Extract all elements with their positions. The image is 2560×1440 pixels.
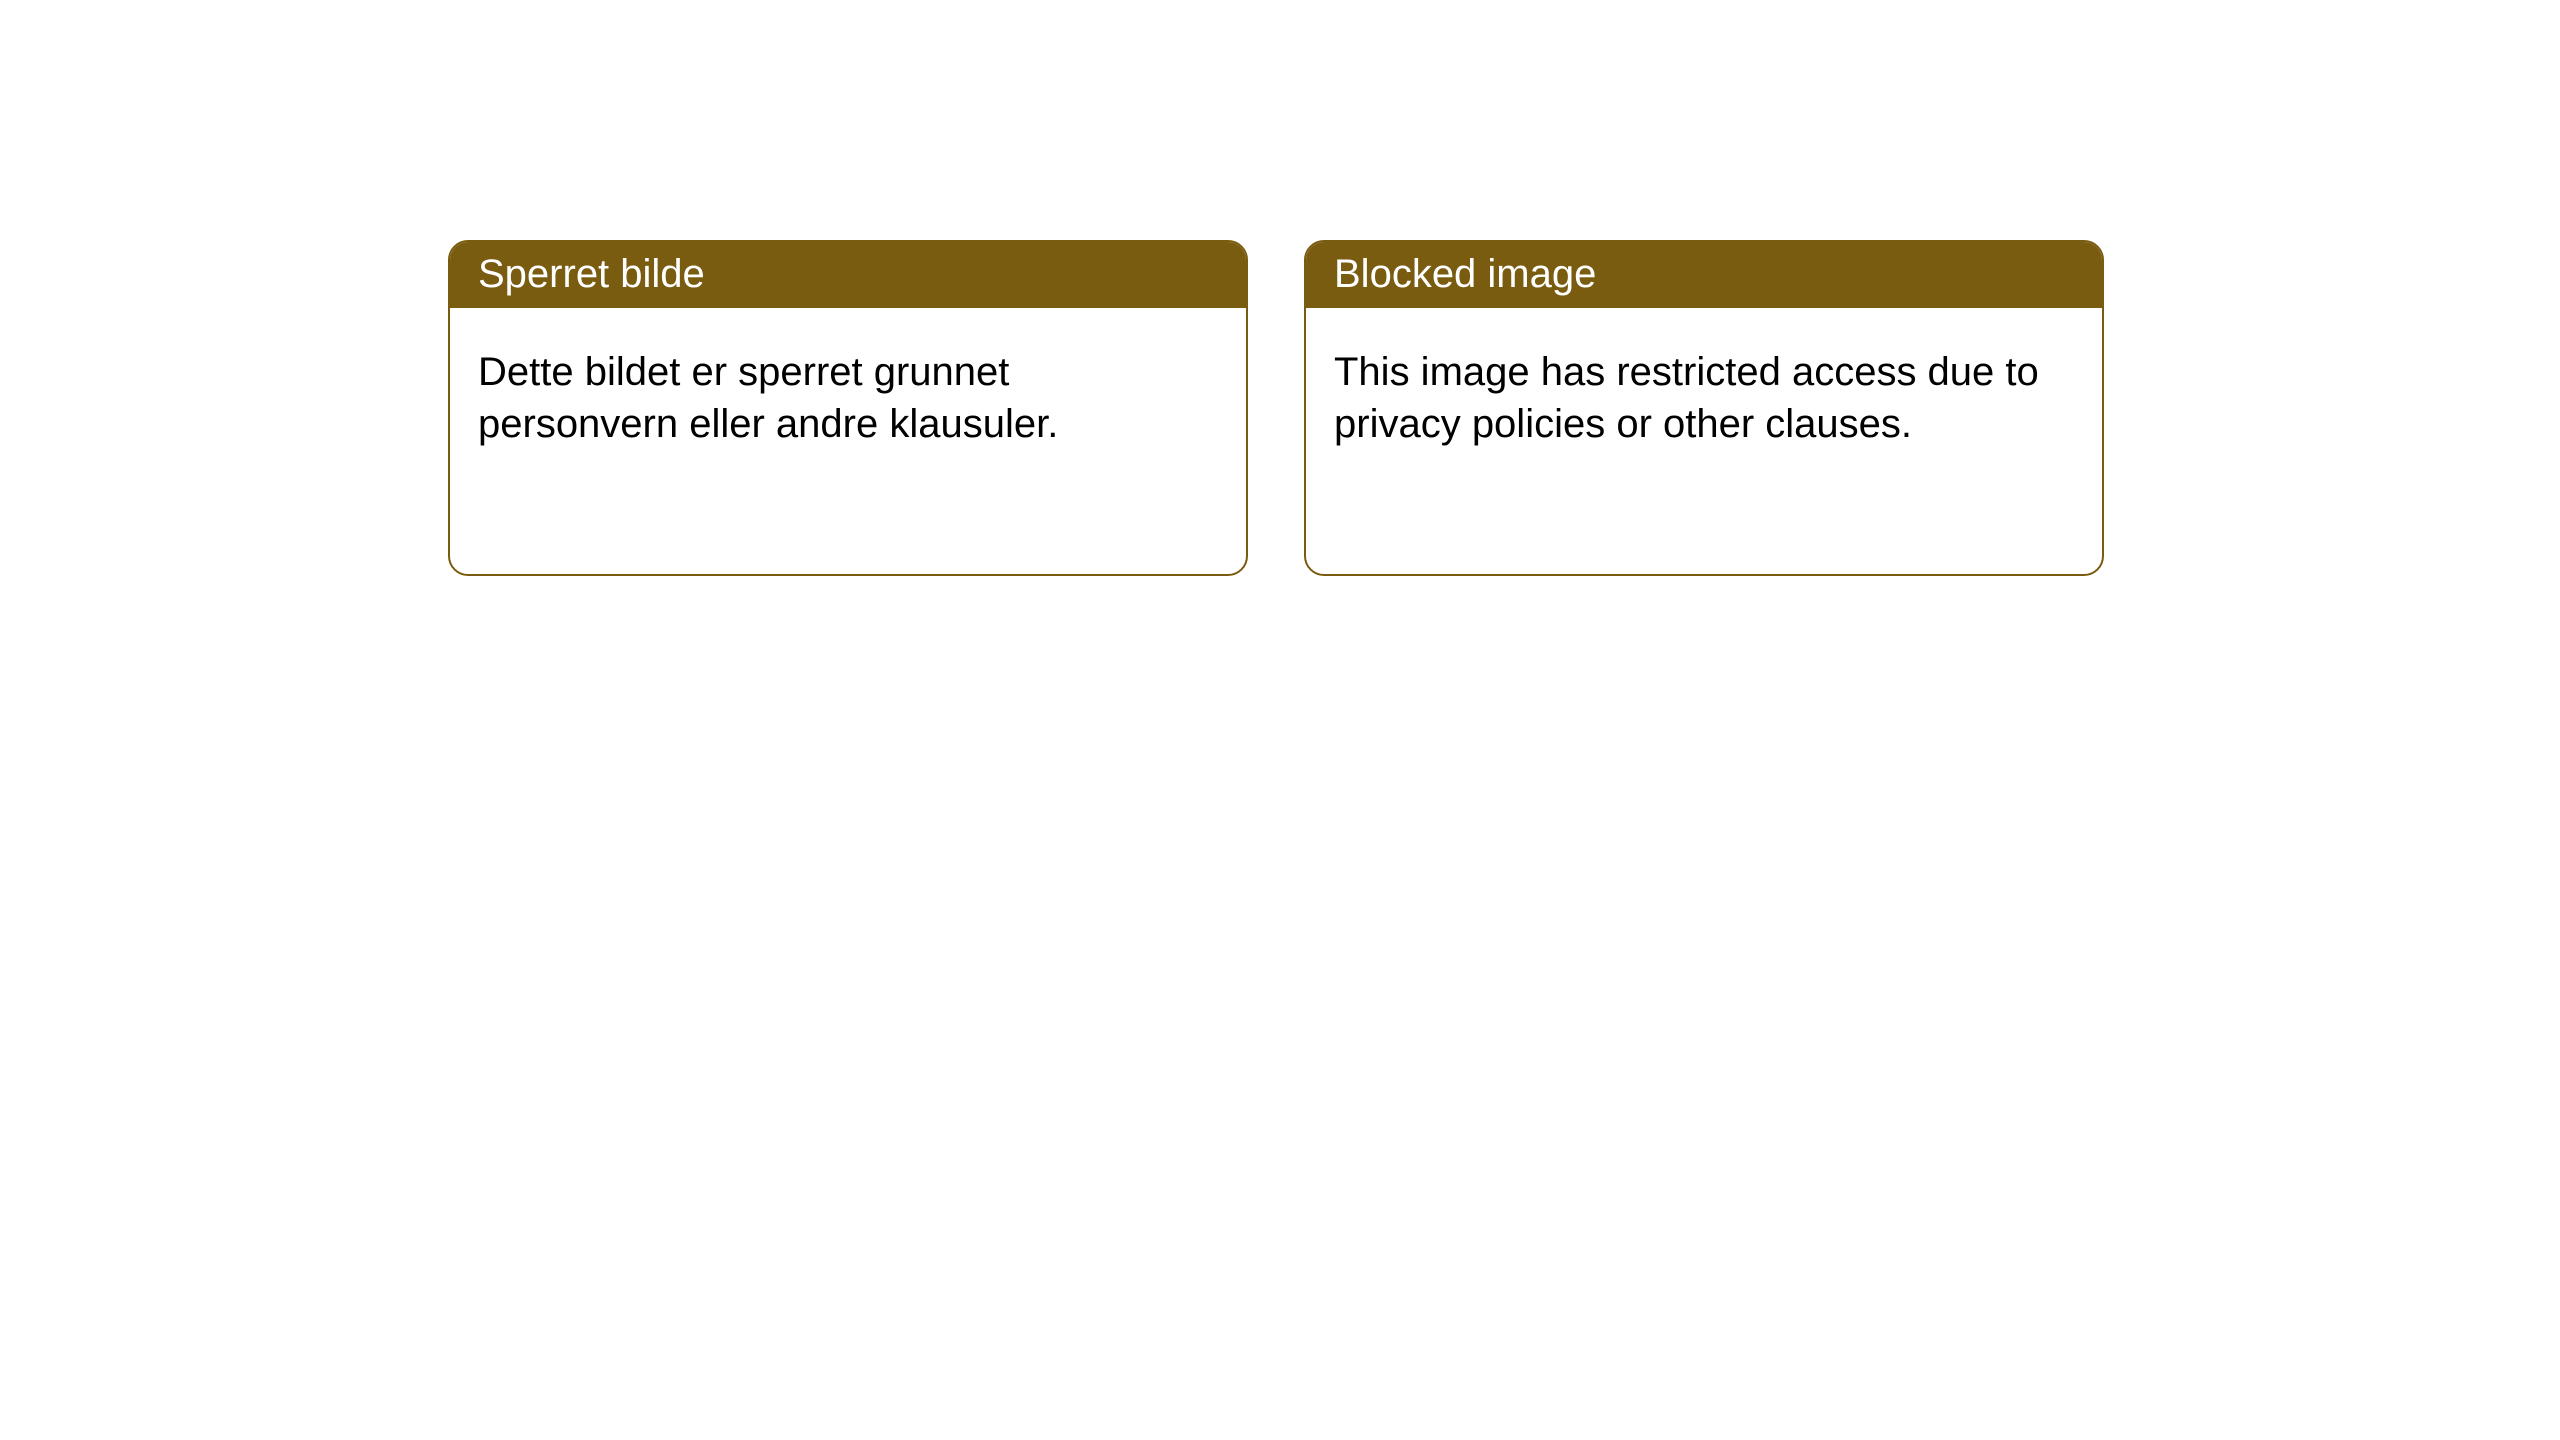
blocked-image-card-en: Blocked image This image has restricted …	[1304, 240, 2104, 576]
card-body: Dette bildet er sperret grunnet personve…	[450, 308, 1246, 478]
notice-container: Sperret bilde Dette bildet er sperret gr…	[0, 0, 2560, 576]
card-body: This image has restricted access due to …	[1306, 308, 2102, 478]
card-header: Blocked image	[1306, 242, 2102, 308]
blocked-image-card-no: Sperret bilde Dette bildet er sperret gr…	[448, 240, 1248, 576]
card-header: Sperret bilde	[450, 242, 1246, 308]
